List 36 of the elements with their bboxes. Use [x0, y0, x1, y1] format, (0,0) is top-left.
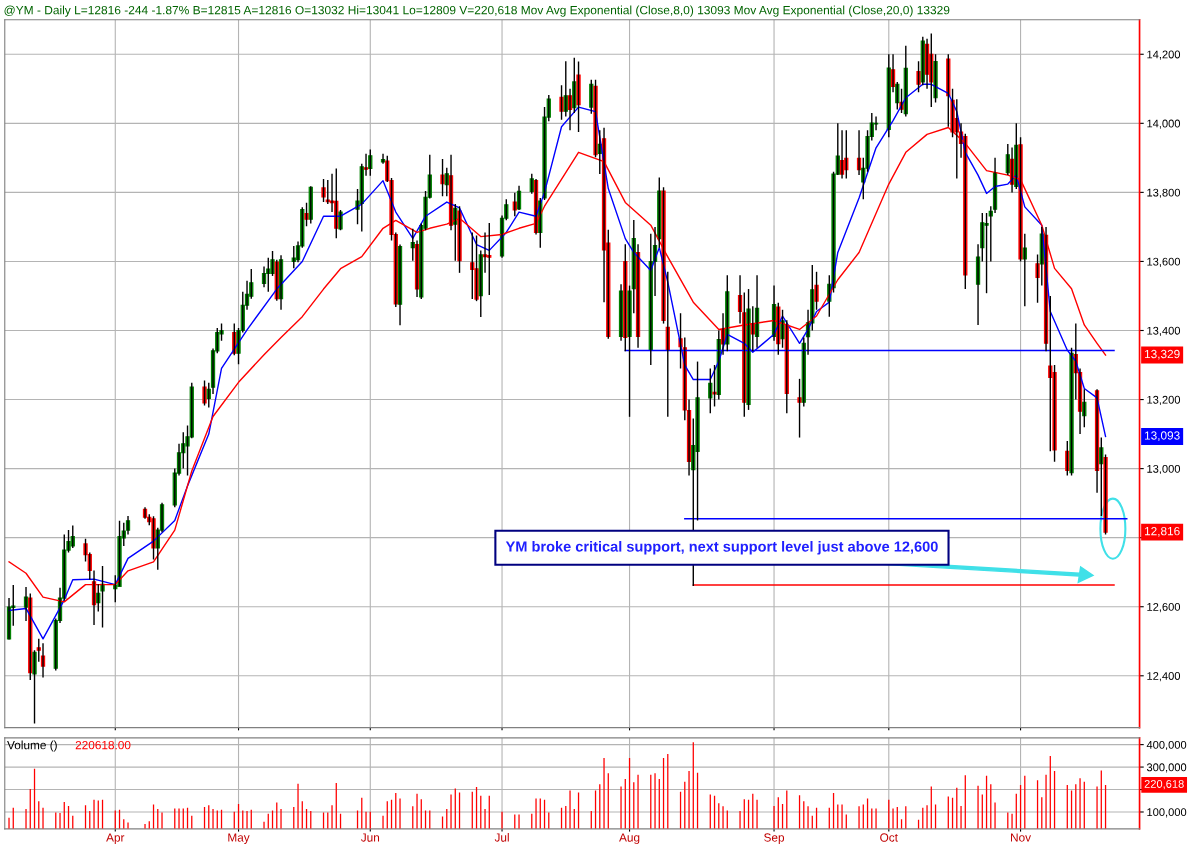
y-tick-label: 13,400: [1147, 326, 1181, 336]
candlestick: [470, 231, 475, 300]
x-tick-label: Sep: [764, 833, 785, 844]
x-tick-label: Apr: [106, 833, 125, 844]
x-tick-label: May: [228, 833, 250, 844]
y-tick-label: 13,000: [1147, 464, 1181, 475]
x-tick-label: Nov: [1011, 833, 1032, 842]
annotation: YM broke critical support, next support level just above 12,600: [505, 540, 938, 555]
candlestick: [321, 178, 326, 203]
chart-title: @YM - Daily L=12816 -244 -1.87% B=12815 A=12816 O=13032 Hi=13041 Lo=12809 V=220,618 Mov Avg Exponential (Close,8,0) 13093 Mov Avg Exponential (Close,20,0) 13329: [4, 5, 950, 17]
y-tick-label: 14,200: [1147, 50, 1181, 60]
annotation: 220618.00: [75, 740, 131, 750]
y-tick-label: 13,800: [1147, 188, 1181, 198]
y-tick-label: 13,200: [1147, 395, 1181, 405]
y-tick-label: 400,000: [1146, 740, 1187, 751]
text: 220,618: [1144, 780, 1184, 790]
y-tick-label: 300,000: [1146, 763, 1187, 773]
y-tick-label: 12,600: [1147, 603, 1181, 613]
text: 13,329: [1144, 349, 1180, 360]
y-tick-label: 100,000: [1147, 808, 1187, 818]
y-tick-label: 13,600: [1147, 257, 1181, 267]
candlestick: [487, 222, 492, 296]
y-tick-label: 14,000: [1147, 119, 1181, 129]
x-tick-label: Jul: [494, 832, 509, 842]
candlestick: [202, 379, 207, 407]
x-tick-label: Aug: [619, 833, 640, 844]
text: 13,093: [1144, 431, 1180, 442]
chart-title: Volume (): [7, 740, 57, 752]
x-tick-label: Jun: [360, 833, 380, 842]
text: 12,816: [1144, 526, 1180, 537]
candlestick: [368, 148, 373, 177]
x-tick-label: Oct: [880, 833, 898, 842]
candlestick: [576, 60, 581, 133]
y-tick-label: 12,400: [1147, 672, 1181, 682]
candlestick: [844, 129, 849, 180]
candlestick: [440, 158, 445, 197]
